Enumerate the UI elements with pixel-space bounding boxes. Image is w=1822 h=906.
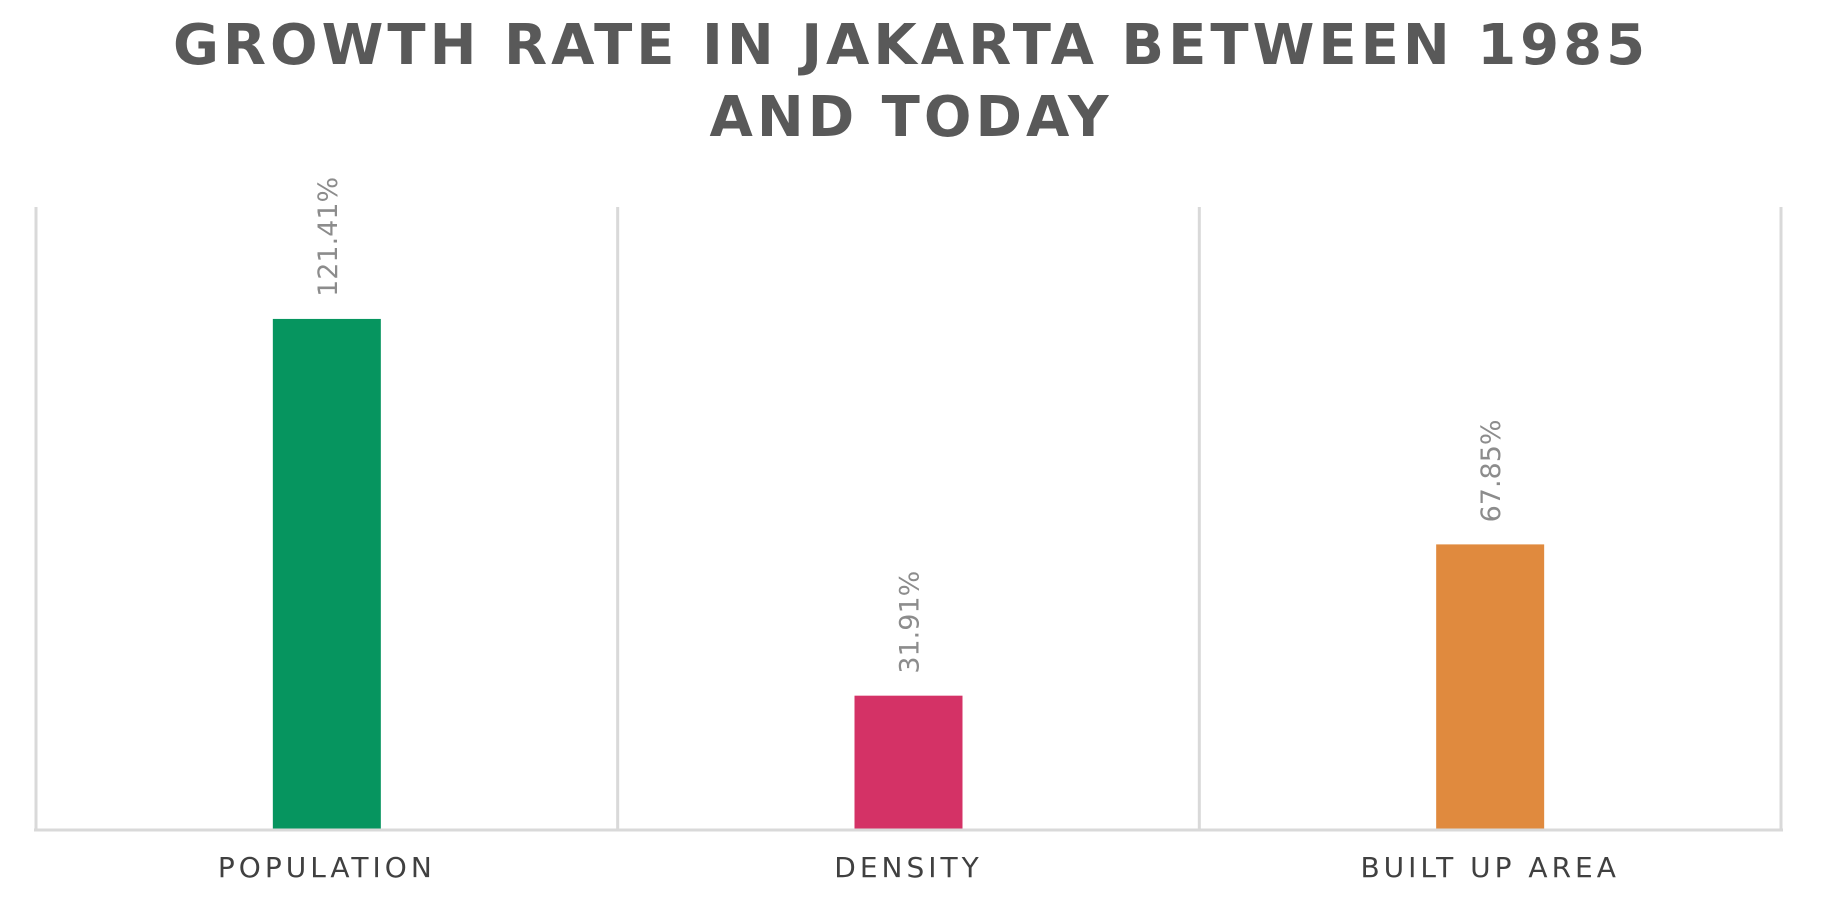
data-labels: 121.41% 31.91% 67.85% (313, 177, 1507, 674)
category-separators (34, 207, 1783, 830)
chart-title: GROWTH RATE IN JAKARTA BETWEEN 1985 AND … (0, 10, 1822, 154)
category-label-built-up-area: BUILT UP AREA (1360, 851, 1619, 884)
bars (272, 318, 1545, 830)
category-labels: POPULATION DENSITY BUILT UP AREA (218, 851, 1619, 884)
data-label-built-up-area: 67.85% (1476, 419, 1507, 522)
chart-title-line-2: AND TODAY (709, 85, 1113, 150)
data-label-population: 121.41% (313, 177, 344, 297)
chart-title-line-1: GROWTH RATE IN JAKARTA BETWEEN 1985 (172, 13, 1650, 78)
bar-population (272, 318, 381, 830)
bar-density (854, 695, 963, 830)
data-label-density: 31.91% (895, 571, 926, 674)
bar-built-up-area (1436, 544, 1545, 830)
category-label-population: POPULATION (218, 851, 436, 884)
category-label-density: DENSITY (834, 851, 982, 884)
